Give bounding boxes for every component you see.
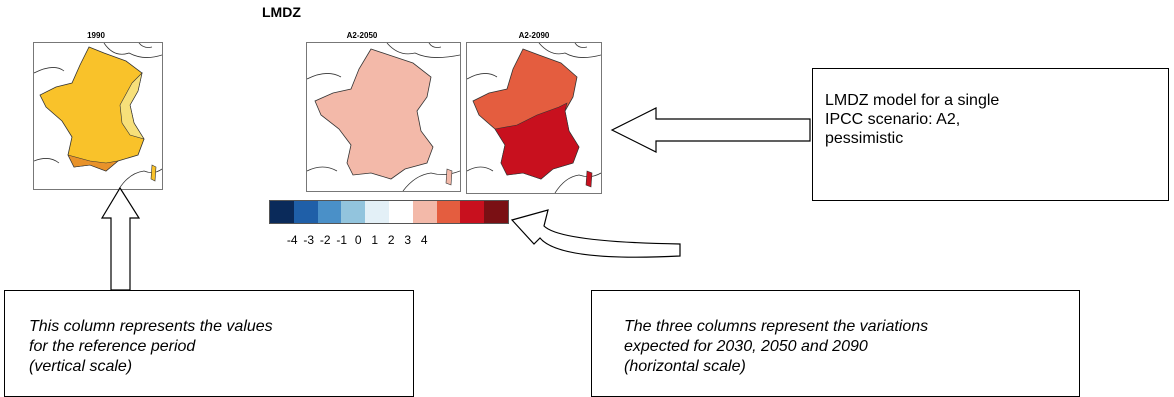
note-line: pessimistic [825,130,904,147]
note-line: for the reference period [29,338,196,355]
map-2050 [306,42,461,192]
colorbar-swatch [388,201,413,223]
colorbar-swatch [365,201,389,223]
colorbar-swatch [460,201,485,223]
colorbar-tick-label: 3 [404,233,412,247]
map-2090 [466,42,602,194]
note-reference-period: This column represents the values for th… [4,290,414,397]
map-title-2050: A2-2050 [346,31,378,40]
colorbar-swatch [341,201,366,223]
note-variations: The three columns represent the variatio… [591,290,1080,397]
colorbar-tick-label: -4 [286,233,298,247]
note-line: (horizontal scale) [624,358,746,375]
colorbar-tick-label: -1 [336,233,348,247]
map-title-1990: 1990 [87,31,105,40]
up-arrow-icon [100,186,141,291]
colorbar-swatch [270,201,294,223]
colorbar-swatch [412,201,437,223]
left-arrow-icon [610,107,811,153]
note-lmdz-model: LMDZ model for a single IPCC scenario: A… [812,68,1169,201]
map-title-2090: A2-2090 [518,31,550,40]
colorbar-swatch [436,201,461,223]
colorbar-ticks: -4 -3 -2 -1 0 1 2 3 4 [284,233,433,247]
colorbar-tick-label: 0 [354,233,362,247]
colorbar-swatch [317,201,342,223]
note-line: expected for 2030, 2050 and 2090 [624,338,868,355]
note-line: (vertical scale) [29,358,133,375]
figure-title: LMDZ [262,4,301,20]
curved-arrow-icon [510,209,681,258]
note-line: LMDZ model for a single [825,92,1000,109]
colorbar [269,200,509,224]
colorbar-swatch [293,201,318,223]
colorbar-tick-label: 4 [420,233,428,247]
colorbar-tick-label: 2 [387,233,395,247]
map-1990 [33,42,163,190]
colorbar-tick-label: 1 [371,233,379,247]
colorbar-swatch [484,201,508,223]
colorbar-tick-label: -2 [319,233,331,247]
note-line: This column represents the values [29,318,273,335]
note-line: The three columns represent the variatio… [624,318,929,335]
colorbar-tick-label: -3 [303,233,315,247]
note-line: IPCC scenario: A2, [825,111,961,128]
